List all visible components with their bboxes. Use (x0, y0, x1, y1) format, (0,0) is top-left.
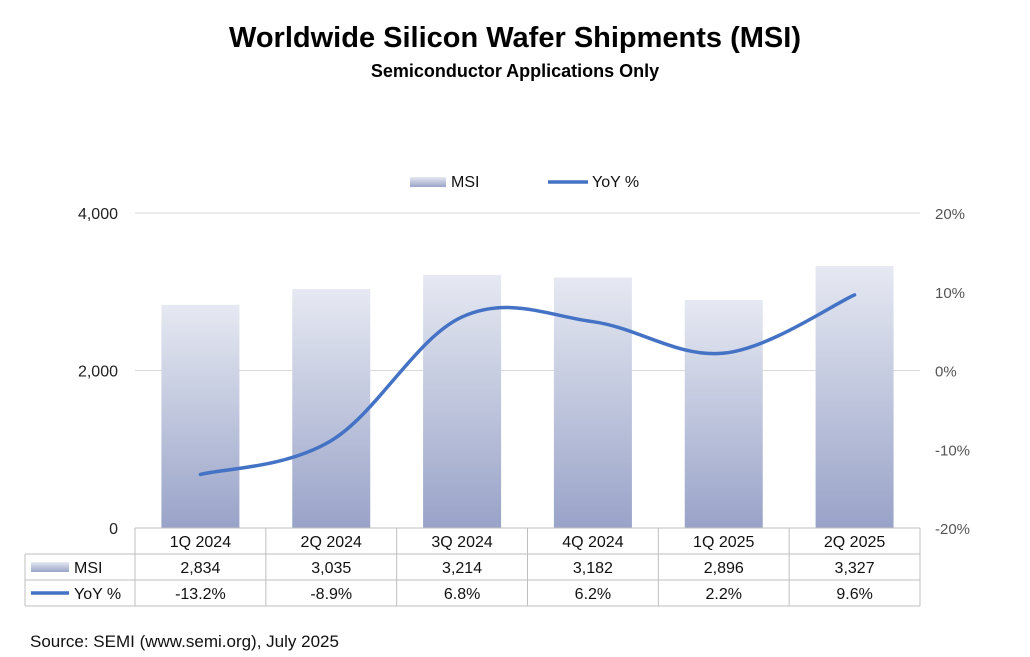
y-left-tick-label: 2,000 (78, 364, 118, 381)
legend: MSI YoY % (410, 174, 639, 191)
msi-value-label: 2,834 (180, 560, 220, 577)
msi-value-label: 3,214 (442, 560, 482, 577)
y-right-tick-label: 20% (935, 206, 965, 223)
line-series (198, 293, 857, 477)
chart-svg: Worldwide Silicon Wafer Shipments (MSI) … (24, 22, 970, 607)
y-right-tick-label: 0% (935, 364, 957, 381)
y-right-tick-label: 10% (935, 285, 965, 302)
legend-yoy-label: YoY % (592, 174, 639, 191)
yoy-value-label: 6.2% (575, 586, 611, 603)
x-tick-label: 4Q 2024 (562, 534, 623, 551)
chart-subtitle: Semiconductor Applications Only (371, 61, 659, 81)
y-right-tick-label: -10% (935, 442, 970, 459)
yoy-value-label: -8.9% (310, 586, 352, 603)
table-yoy-label: YoY % (74, 586, 121, 603)
msi-value-label: 3,327 (835, 560, 875, 577)
x-tick-label: 1Q 2025 (693, 534, 754, 551)
legend-msi-swatch (410, 177, 446, 187)
yoy-line (198, 293, 857, 477)
bar-series (161, 265, 894, 528)
bar-1q-2024 (161, 304, 240, 528)
legend-msi-label: MSI (451, 174, 479, 191)
x-tick-label: 1Q 2024 (170, 534, 231, 551)
gridlines (135, 212, 920, 529)
x-tick-label: 2Q 2024 (301, 534, 362, 551)
yoy-value-label: -13.2% (175, 586, 226, 603)
yoy-value-label: 6.8% (444, 586, 480, 603)
msi-value-label: 2,896 (704, 560, 744, 577)
msi-value-label: 3,182 (573, 560, 613, 577)
msi-value-label: 3,035 (311, 560, 351, 577)
chart-title: Worldwide Silicon Wafer Shipments (MSI) (229, 22, 801, 54)
bar-1q-2025 (684, 299, 763, 528)
bar-2q-2024 (292, 288, 371, 528)
axis-labels: 0 2,000 4,000 -20% -10% 0% 10% 20% (78, 206, 970, 538)
y-left-tick-label: 0 (109, 521, 118, 538)
table-msi-label: MSI (74, 560, 102, 577)
x-tick-label: 3Q 2024 (431, 534, 492, 551)
source-footnote: Source: SEMI (www.semi.org), July 2025 (30, 632, 339, 651)
bar-4q-2024 (553, 277, 632, 528)
y-right-tick-label: -20% (935, 521, 970, 538)
data-table: 1Q 2024 2Q 2024 3Q 2024 4Q 2024 1Q 2025 2Q 20… (24, 527, 921, 607)
table-msi-key (31, 562, 69, 572)
bar-2q-2025 (815, 265, 894, 528)
yoy-value-label: 2.2% (706, 586, 742, 603)
bar-3q-2024 (423, 274, 502, 528)
yoy-value-label: 9.6% (836, 586, 872, 603)
y-left-tick-label: 4,000 (78, 206, 118, 223)
x-tick-label: 2Q 2025 (824, 534, 885, 551)
